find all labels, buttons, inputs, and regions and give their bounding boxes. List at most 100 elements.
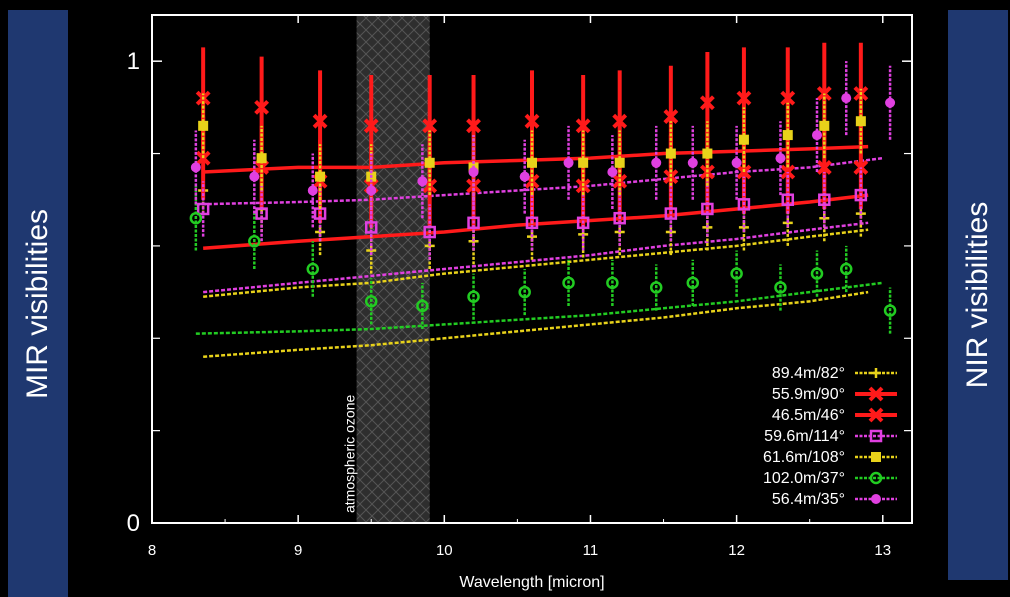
data-point	[810, 250, 824, 297]
data-marker	[423, 225, 436, 239]
data-marker	[816, 159, 832, 175]
data-point	[781, 172, 795, 228]
data-marker	[701, 202, 714, 216]
data-point	[664, 185, 678, 242]
legend-label: 59.6m/114°	[764, 428, 845, 445]
marker-shape	[416, 299, 429, 313]
marker-shape	[198, 120, 209, 131]
marker-shape	[731, 157, 742, 168]
data-point	[687, 125, 698, 200]
marker-shape	[312, 113, 328, 129]
legend: 89.4m/82° 55.9m/90° 46.5m/46° 59.6m/114° 61.…	[763, 365, 897, 508]
data-point	[855, 88, 866, 154]
data-point	[424, 130, 435, 196]
data-marker	[614, 157, 625, 168]
legend-label: 102.0m/37°	[763, 470, 845, 487]
marker-shape	[869, 429, 883, 443]
marker-shape	[255, 207, 268, 220]
data-point	[818, 172, 831, 228]
data-marker	[519, 171, 530, 182]
marker-shape	[701, 202, 714, 216]
data-marker	[468, 167, 479, 178]
marker-shape	[563, 157, 574, 168]
marker-shape	[730, 267, 743, 280]
data-point	[613, 190, 626, 246]
model-curves-layer	[195, 144, 883, 358]
model-curve-3	[203, 221, 869, 294]
data-point	[738, 107, 749, 173]
y-tick-label: 1	[127, 48, 140, 75]
x-tick-label: 10	[436, 542, 453, 559]
ozone-annotation: atmospheric ozone	[342, 394, 358, 513]
marker-shape	[818, 193, 831, 206]
data-point	[255, 185, 268, 242]
data-marker	[774, 281, 787, 294]
data-marker	[195, 150, 211, 166]
data-marker	[818, 193, 831, 206]
data-marker	[664, 207, 678, 220]
marker-shape	[736, 90, 752, 106]
data-marker	[364, 295, 378, 308]
marker-shape	[364, 295, 378, 308]
data-marker	[665, 148, 676, 159]
marker-shape	[254, 99, 270, 115]
data-point	[562, 259, 575, 306]
marker-shape	[190, 162, 201, 173]
x-axis-label: Wavelength [micron]	[459, 574, 604, 591]
marker-shape	[466, 118, 481, 134]
y-tick-label: 0	[127, 510, 140, 537]
marker-shape	[883, 304, 897, 317]
marker-shape	[737, 198, 751, 211]
marker-shape	[816, 159, 832, 175]
left-side-panel: MIR visibilities	[8, 10, 68, 597]
data-point	[563, 125, 574, 200]
data-point	[518, 269, 531, 316]
data-point	[416, 282, 429, 330]
series-points-5	[189, 185, 897, 334]
marker-shape	[780, 164, 796, 180]
data-marker	[781, 193, 795, 206]
data-point	[614, 130, 625, 196]
data-marker	[422, 118, 438, 134]
data-marker	[687, 157, 698, 168]
data-marker	[525, 216, 539, 230]
data-marker	[467, 216, 480, 230]
marker-shape	[871, 452, 881, 462]
data-marker	[562, 276, 575, 290]
marker-shape	[256, 153, 267, 164]
data-marker	[466, 118, 481, 134]
marker-shape	[649, 281, 663, 294]
model-curve-1	[203, 144, 869, 174]
marker-shape	[307, 185, 318, 196]
data-marker	[575, 118, 591, 134]
data-marker	[869, 429, 883, 443]
series-points-6	[190, 61, 896, 228]
legend-item: 61.6m/108°	[763, 449, 897, 466]
data-point	[841, 61, 852, 136]
data-point	[468, 135, 479, 209]
data-marker	[883, 304, 897, 317]
data-marker	[612, 113, 628, 129]
data-point	[737, 176, 751, 233]
data-point	[189, 185, 203, 251]
data-point	[249, 139, 260, 214]
data-point	[665, 121, 676, 186]
data-point	[775, 121, 786, 196]
legend-label: 89.4m/82°	[772, 365, 845, 382]
data-marker	[578, 157, 589, 168]
legend-label: 56.4m/35°	[772, 491, 845, 508]
data-points-layer	[189, 42, 897, 334]
marker-shape	[841, 93, 852, 104]
marker-shape	[665, 148, 676, 159]
marker-shape	[196, 202, 210, 216]
data-marker	[871, 452, 881, 462]
data-marker	[871, 494, 881, 504]
marker-shape	[663, 109, 679, 125]
data-point	[839, 245, 853, 293]
data-marker	[312, 113, 328, 129]
data-marker	[649, 281, 663, 294]
marker-shape	[525, 216, 539, 230]
marker-shape	[417, 176, 428, 187]
data-point	[527, 130, 537, 196]
